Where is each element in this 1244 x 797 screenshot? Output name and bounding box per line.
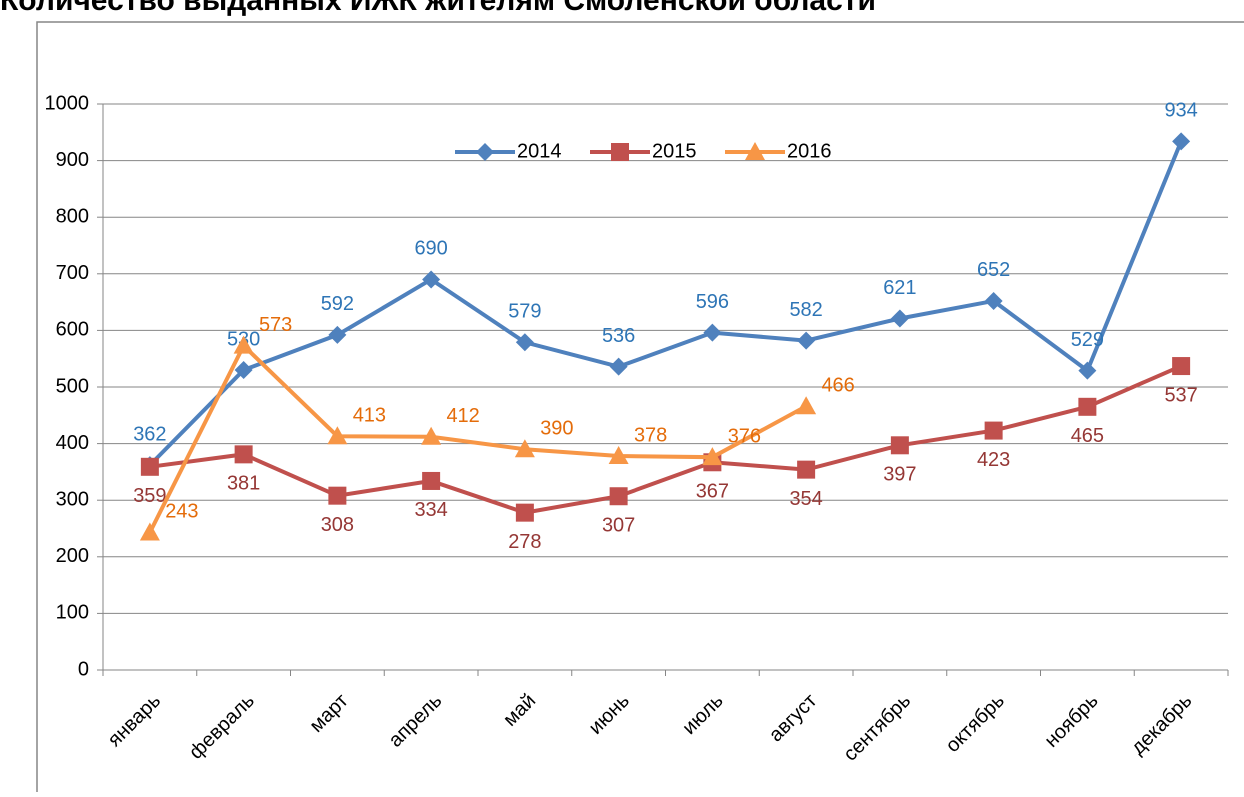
data-label: 582 [789,299,822,321]
y-tick-label: 500 [56,375,89,397]
y-tick-label: 700 [56,262,89,284]
legend-label: 2016 [787,140,832,162]
data-label: 381 [227,473,260,495]
marker [984,421,1003,440]
data-label: 573 [259,314,292,336]
data-label: 690 [414,238,447,260]
marker [422,270,441,289]
y-tick-label: 600 [56,319,89,341]
data-label: 390 [540,418,573,440]
data-label: 537 [1164,384,1197,406]
marker [1172,357,1191,376]
data-label: 362 [133,423,166,445]
data-label: 334 [414,499,447,521]
y-tick-label: 200 [56,545,89,567]
marker [797,460,816,479]
marker [702,447,723,466]
data-label: 413 [353,405,386,427]
data-label: 592 [321,293,354,315]
data-label: 359 [133,485,166,507]
data-label: 652 [977,259,1010,281]
marker [422,471,441,490]
marker [328,486,347,505]
data-label: 621 [883,277,916,299]
y-tick-label: 800 [56,205,89,227]
data-label: 466 [821,375,854,397]
legend-label: 2014 [517,140,562,162]
data-label: 367 [696,481,729,503]
data-label: 536 [602,325,635,347]
marker [327,426,348,445]
data-label: 243 [165,501,198,523]
marker [1078,397,1097,416]
marker [609,487,628,506]
marker [608,446,629,465]
marker [703,323,722,342]
data-label: 579 [508,301,541,323]
data-label: 308 [321,514,354,536]
y-tick-label: 100 [56,602,89,624]
data-label: 596 [696,291,729,313]
series-line [149,364,1182,515]
y-tick-label: 300 [56,488,89,510]
data-label: 278 [508,531,541,553]
data-label: 378 [634,424,667,446]
series-line [148,342,808,534]
marker [514,439,535,458]
data-label: 397 [883,464,916,486]
marker [890,436,909,455]
data-label: 354 [789,488,822,510]
marker [609,357,628,376]
marker [745,142,765,160]
marker [233,335,254,354]
marker [611,143,629,161]
marker [515,503,534,522]
y-tick-label: 900 [56,149,89,171]
marker [139,522,160,541]
y-tick-label: 1000 [45,92,90,114]
series-line [148,140,1183,467]
marker [1172,132,1191,151]
data-label: 412 [446,405,479,427]
marker [234,361,253,380]
marker [140,457,159,476]
data-label: 307 [602,515,635,537]
marker [421,426,442,445]
data-label: 376 [728,425,761,447]
marker [328,325,347,344]
marker [984,291,1003,310]
data-label: 529 [1071,329,1104,351]
marker [1078,361,1097,380]
marker [797,331,816,350]
y-tick-label: 400 [56,432,89,454]
chart-title: Количество выданных ИЖК жителям Смоленск… [0,0,876,17]
data-label: 423 [977,449,1010,471]
marker [890,309,909,328]
marker [796,396,817,415]
legend-label: 2015 [652,140,697,162]
data-label: 934 [1164,100,1197,122]
marker [476,143,494,161]
y-tick-label: 0 [78,658,89,680]
chart-frame [36,21,1244,797]
data-label: 465 [1071,425,1104,447]
marker [515,333,534,352]
marker [234,445,253,464]
